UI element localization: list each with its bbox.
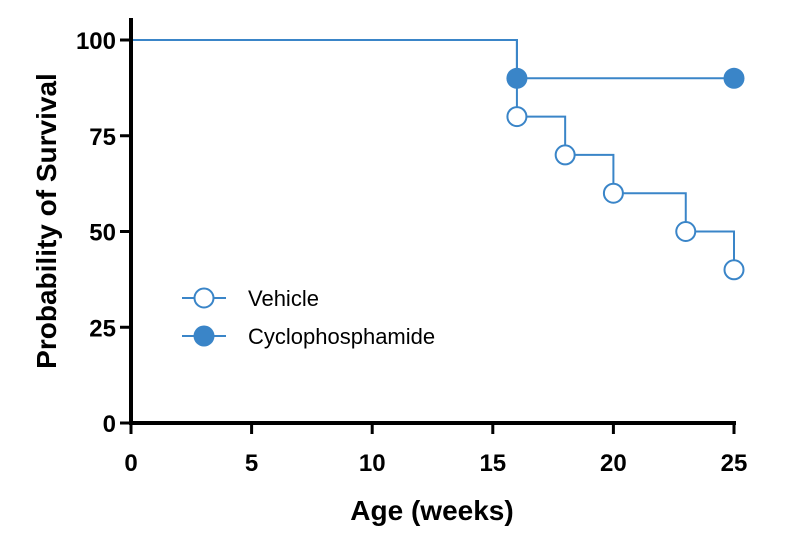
ticks: 0 5 10 15 20 25 0 25 50 75 100 bbox=[76, 28, 747, 477]
series-line-vehicle bbox=[131, 39, 735, 270]
x-tick-label: 10 bbox=[359, 450, 386, 477]
y-tick-label: 0 bbox=[103, 411, 116, 438]
y-axis-title: Probability of Survival bbox=[31, 73, 62, 369]
series-layer bbox=[131, 39, 735, 270]
legend-item-cyclophosphamide: Cyclophosphamide bbox=[182, 324, 435, 349]
data-point-vehicle bbox=[602, 182, 624, 204]
x-tick-label: 5 bbox=[245, 450, 258, 477]
legend-open-circle-icon bbox=[193, 287, 215, 309]
y-tick-label: 50 bbox=[89, 220, 116, 247]
legend-item-vehicle: Vehicle bbox=[182, 286, 319, 311]
data-point-vehicle bbox=[723, 259, 745, 281]
legend-label-cyclophosphamide: Cyclophosphamide bbox=[248, 324, 435, 349]
series-line-cyclophosphamide bbox=[131, 39, 734, 80]
x-tick-label: 15 bbox=[479, 450, 506, 477]
data-point-cyclophosphamide bbox=[506, 67, 528, 89]
data-point-vehicle bbox=[675, 221, 697, 242]
legend-filled-circle-icon bbox=[193, 325, 215, 347]
x-axis-title: Age (weeks) bbox=[350, 495, 513, 526]
x-tick-label: 0 bbox=[124, 450, 137, 477]
data-point-vehicle bbox=[554, 144, 576, 166]
y-tick-label: 100 bbox=[76, 28, 116, 55]
axes bbox=[129, 18, 736, 425]
y-tick-label: 75 bbox=[89, 124, 116, 151]
y-tick-label: 25 bbox=[89, 315, 116, 342]
markers bbox=[506, 67, 745, 281]
data-point-cyclophosphamide bbox=[723, 67, 745, 89]
data-point-vehicle bbox=[506, 106, 528, 128]
legend: Vehicle Cyclophosphamide bbox=[182, 286, 435, 349]
legend-label-vehicle: Vehicle bbox=[248, 286, 319, 311]
x-tick-label: 25 bbox=[721, 450, 748, 477]
x-tick-label: 20 bbox=[600, 450, 627, 477]
